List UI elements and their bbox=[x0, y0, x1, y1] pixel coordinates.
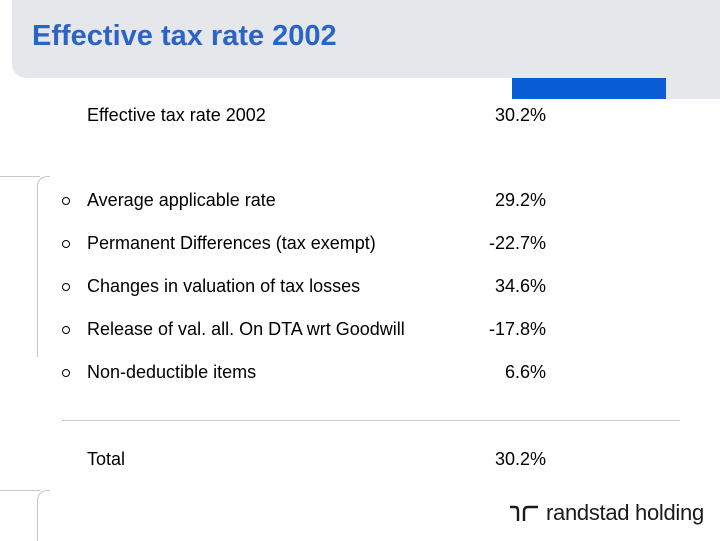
randstad-logo-icon bbox=[510, 505, 538, 521]
accent-block bbox=[512, 78, 666, 99]
divider bbox=[62, 420, 680, 421]
footer-frame-corner bbox=[37, 490, 50, 541]
bullet-icon bbox=[62, 283, 70, 291]
total-label: Total bbox=[87, 449, 126, 469]
row-value: 29.2% bbox=[494, 190, 546, 210]
company-logo: randstad holding bbox=[508, 500, 704, 526]
row-value: -17.8% bbox=[488, 319, 546, 339]
footer-frame-line bbox=[0, 490, 40, 491]
row-value: 6.6% bbox=[504, 362, 546, 382]
bullet-icon bbox=[62, 197, 70, 205]
header-bar bbox=[12, 0, 720, 78]
bullet-icon bbox=[62, 326, 70, 334]
row-label: Changes in valuation of tax losses bbox=[87, 276, 361, 296]
frame-line bbox=[0, 176, 40, 177]
frame-corner bbox=[37, 176, 50, 357]
row-label: Permanent Differences (tax exempt) bbox=[87, 233, 376, 253]
logo-text: randstad holding bbox=[546, 500, 704, 525]
row-value: -22.7% bbox=[488, 233, 546, 253]
row-label: Average applicable rate bbox=[87, 190, 276, 210]
row-label: Non-deductible items bbox=[87, 362, 257, 382]
page-title: Effective tax rate 2002 bbox=[32, 20, 337, 52]
header-row-label: Effective tax rate 2002 bbox=[87, 105, 266, 125]
total-value: 30.2% bbox=[494, 449, 546, 469]
bullet-icon bbox=[62, 240, 70, 248]
row-label: Release of val. all. On DTA wrt Goodwill bbox=[87, 319, 405, 339]
header-row-value: 30.2% bbox=[494, 105, 546, 125]
bullet-icon bbox=[62, 369, 70, 377]
row-value: 34.6% bbox=[494, 276, 546, 296]
header-tab bbox=[666, 78, 720, 99]
